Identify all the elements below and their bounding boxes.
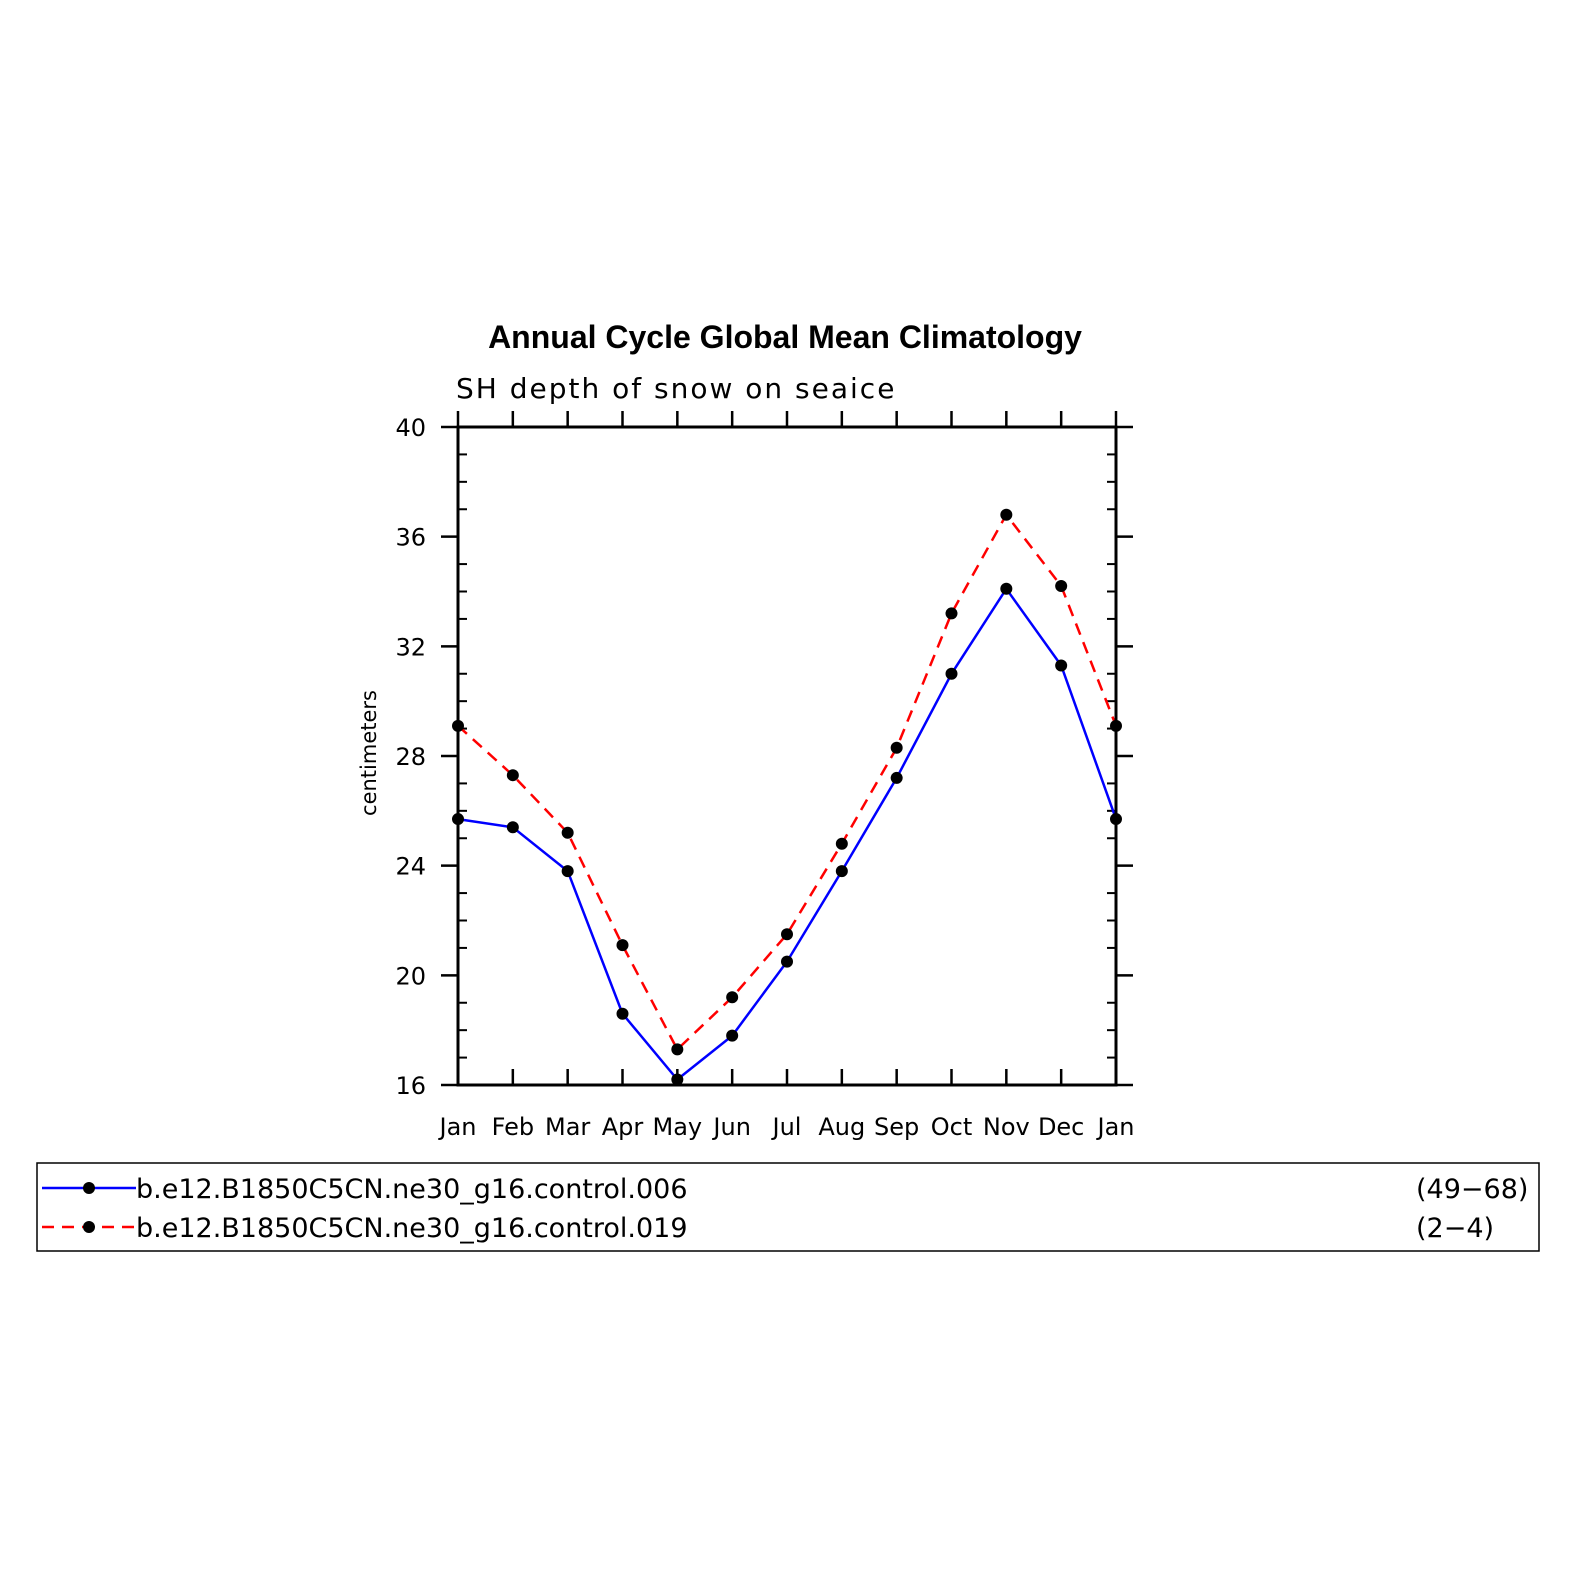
y-axis-label: centimeters <box>357 690 381 816</box>
series-line <box>457 586 1118 1082</box>
y-tick-label: 40 <box>395 414 426 442</box>
x-tick-label: Dec <box>1038 1113 1084 1141</box>
data-point <box>616 1007 629 1020</box>
chart-title: Annual Cycle Global Mean Climatology <box>488 319 1082 355</box>
x-tick-label: Apr <box>602 1113 644 1141</box>
data-point <box>1000 582 1013 595</box>
data-point <box>506 821 519 834</box>
legend-box <box>36 1162 1540 1252</box>
legend-range: (2−4) <box>1416 1213 1494 1244</box>
x-tick-label: Jul <box>771 1113 802 1141</box>
data-point <box>890 771 903 784</box>
y-tick-label: 28 <box>395 743 426 771</box>
legend-label: b.e12.B1850C5CN.ne30_g16.control.006 <box>136 1174 688 1205</box>
x-tick-label: Aug <box>818 1113 865 1141</box>
data-point <box>506 769 519 782</box>
x-tick-label: Feb <box>492 1113 535 1141</box>
data-point <box>781 955 793 968</box>
data-point <box>726 1029 739 1042</box>
chart-subtitle: SH depth of snow on seaice <box>456 372 896 405</box>
x-tick-label: Mar <box>545 1113 590 1141</box>
data-point <box>781 928 793 941</box>
x-tick-label: Jun <box>711 1113 751 1141</box>
plot-frame <box>456 425 1118 1087</box>
axis-tick-labels: Jan Feb Mar Apr May Jun Jul Aug Sep Oct Nov Dec Jan 1… <box>395 414 1134 1141</box>
y-tick-label: 20 <box>395 962 426 990</box>
x-tick-label: Oct <box>931 1113 973 1141</box>
legend-range: (49−68) <box>1416 1174 1528 1205</box>
data-point <box>671 1073 684 1086</box>
data-point <box>835 837 848 850</box>
legend-marker <box>83 1221 95 1233</box>
x-tick-label: Sep <box>874 1113 919 1141</box>
series-layer <box>452 508 1122 1086</box>
y-tick-label: 16 <box>395 1072 426 1100</box>
x-tick-label: Jan <box>1096 1113 1135 1141</box>
data-point <box>835 865 848 878</box>
data-point <box>671 1043 684 1056</box>
axis-ticks <box>441 411 1133 1087</box>
x-tick-label: Nov <box>983 1113 1030 1141</box>
data-point <box>945 667 958 680</box>
data-point <box>1000 508 1013 521</box>
data-point <box>1055 659 1068 672</box>
data-point <box>616 939 629 952</box>
legend: b.e12.B1850C5CN.ne30_g16.control.006 (49−… <box>42 1174 1528 1244</box>
x-tick-label: Jan <box>438 1113 477 1141</box>
data-point <box>890 741 903 754</box>
y-tick-label: 36 <box>395 524 426 552</box>
data-point <box>945 607 958 620</box>
legend-marker <box>83 1182 95 1194</box>
data-point <box>1055 580 1068 593</box>
data-point <box>561 865 574 878</box>
y-tick-label: 32 <box>395 633 426 661</box>
data-point <box>561 826 574 839</box>
data-point <box>726 991 739 1004</box>
series-line <box>457 512 1118 1052</box>
x-tick-label: May <box>653 1113 703 1141</box>
legend-label: b.e12.B1850C5CN.ne30_g16.control.019 <box>136 1213 688 1244</box>
y-tick-label: 24 <box>395 853 426 881</box>
